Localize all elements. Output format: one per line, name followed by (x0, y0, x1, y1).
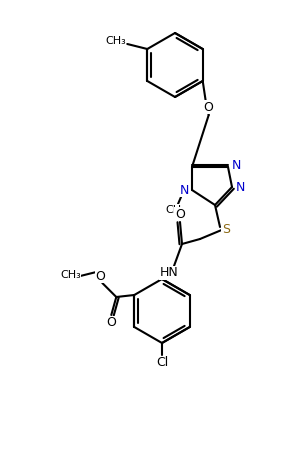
Text: CH₃: CH₃ (105, 36, 126, 46)
Text: CH₃: CH₃ (166, 205, 187, 215)
Text: N: N (179, 183, 189, 196)
Text: O: O (106, 316, 116, 329)
Text: O: O (95, 269, 105, 282)
Text: S: S (222, 222, 230, 235)
Text: CH₃: CH₃ (60, 270, 81, 280)
Text: O: O (175, 207, 185, 220)
Text: HN: HN (159, 266, 178, 280)
Text: N: N (231, 158, 241, 172)
Text: Cl: Cl (156, 357, 168, 369)
Text: N: N (235, 180, 245, 194)
Text: O: O (203, 101, 213, 113)
